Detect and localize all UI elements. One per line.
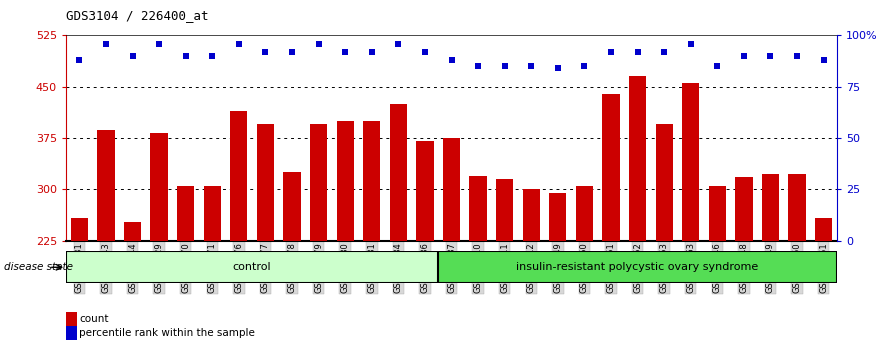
- Point: [604, 49, 618, 55]
- Point: [790, 53, 804, 59]
- Point: [285, 49, 299, 55]
- Bar: [230, 111, 248, 354]
- Point: [205, 53, 219, 59]
- Bar: [438, 251, 837, 283]
- Point: [258, 49, 272, 55]
- Point: [418, 49, 432, 55]
- Bar: [815, 218, 833, 354]
- Point: [657, 49, 671, 55]
- Bar: [124, 222, 141, 354]
- Point: [338, 49, 352, 55]
- Bar: [522, 189, 540, 354]
- Bar: [337, 121, 354, 354]
- Point: [125, 53, 139, 59]
- Point: [817, 57, 831, 63]
- Point: [99, 41, 113, 46]
- Bar: [97, 130, 115, 354]
- Text: GDS3104 / 226400_at: GDS3104 / 226400_at: [66, 9, 209, 22]
- Bar: [70, 218, 88, 354]
- Bar: [284, 172, 300, 354]
- Point: [764, 53, 778, 59]
- Point: [72, 57, 86, 63]
- Bar: [151, 133, 167, 354]
- Point: [312, 41, 326, 46]
- Text: control: control: [233, 262, 271, 272]
- Text: insulin-resistant polycystic ovary syndrome: insulin-resistant polycystic ovary syndr…: [516, 262, 759, 272]
- Bar: [470, 176, 486, 354]
- Bar: [655, 124, 673, 354]
- Point: [498, 63, 512, 69]
- Point: [710, 63, 724, 69]
- Bar: [177, 186, 195, 354]
- Point: [684, 41, 698, 46]
- Text: count: count: [79, 314, 108, 324]
- Text: percentile rank within the sample: percentile rank within the sample: [79, 328, 255, 338]
- Point: [179, 53, 193, 59]
- Bar: [603, 93, 619, 354]
- Text: disease state: disease state: [4, 262, 73, 272]
- Point: [524, 63, 538, 69]
- Point: [444, 57, 458, 63]
- Bar: [682, 83, 700, 354]
- Bar: [66, 251, 438, 283]
- Point: [551, 65, 565, 71]
- Bar: [576, 186, 593, 354]
- Bar: [496, 179, 514, 354]
- Bar: [736, 177, 752, 354]
- Bar: [708, 186, 726, 354]
- Point: [577, 63, 591, 69]
- Point: [737, 53, 751, 59]
- Bar: [256, 124, 274, 354]
- Bar: [417, 142, 433, 354]
- Bar: [389, 104, 407, 354]
- Bar: [762, 174, 779, 354]
- Point: [232, 41, 246, 46]
- Bar: [310, 124, 327, 354]
- Bar: [443, 138, 460, 354]
- Point: [631, 49, 645, 55]
- Bar: [629, 76, 647, 354]
- Point: [471, 63, 485, 69]
- Point: [365, 49, 379, 55]
- Bar: [788, 174, 806, 354]
- Bar: [204, 186, 221, 354]
- Bar: [363, 121, 381, 354]
- Point: [152, 41, 167, 46]
- Point: [391, 41, 405, 46]
- Bar: [549, 193, 566, 354]
